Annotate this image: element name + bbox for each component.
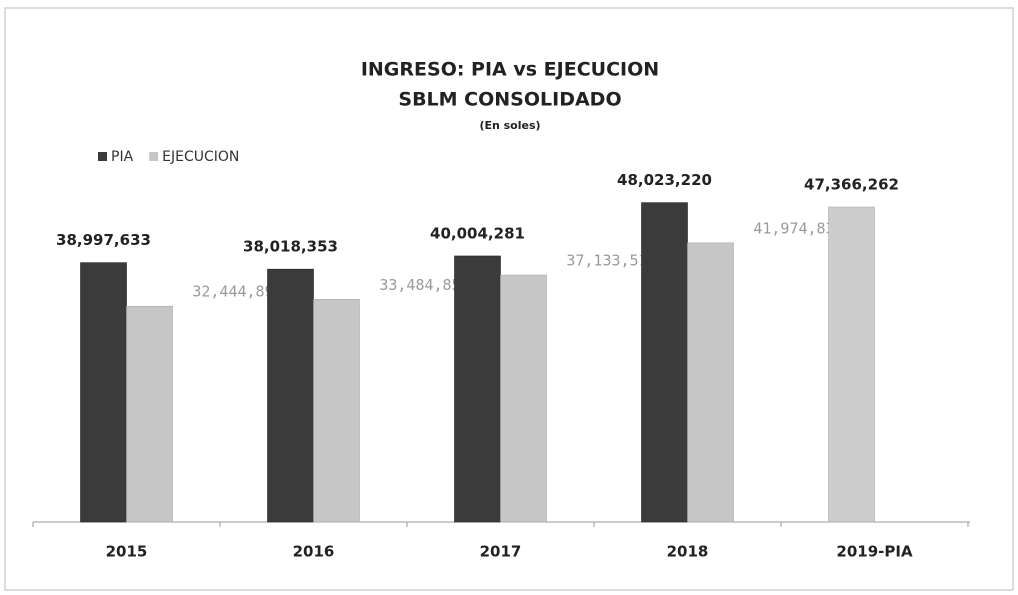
bar xyxy=(126,305,173,523)
data-label: 48,023,220 xyxy=(617,171,712,189)
chart-units: (En soles) xyxy=(479,119,540,132)
legend-swatch xyxy=(149,152,159,161)
data-label: 38,018,353 xyxy=(243,238,338,256)
x-tick-label: 2017 xyxy=(480,543,522,561)
bar xyxy=(313,299,360,523)
data-label: 32,444,890 xyxy=(192,283,282,301)
bar xyxy=(828,206,875,523)
bar xyxy=(454,255,501,523)
bar xyxy=(641,202,688,523)
bar xyxy=(80,262,127,523)
data-label: 40,004,281 xyxy=(430,224,525,242)
chart-subtitle: SBLM CONSOLIDADO xyxy=(398,89,621,111)
legend-label: PIA xyxy=(111,149,134,165)
chart-title: INGRESO: PIA vs EJECUCION xyxy=(361,59,659,81)
data-label: 41,974,835 xyxy=(753,219,843,237)
x-tick-label: 2016 xyxy=(293,543,335,561)
bar xyxy=(500,274,547,523)
legend-label: EJECUCION xyxy=(162,149,239,165)
data-label: 47,366,262 xyxy=(804,176,899,194)
data-label: 33,484,851 xyxy=(379,276,469,294)
x-tick-label: 2015 xyxy=(106,543,148,561)
data-label: 38,997,633 xyxy=(56,231,151,249)
x-tick-label: 2019-PIA xyxy=(836,543,913,561)
x-tick-label: 2018 xyxy=(667,543,709,561)
bar xyxy=(267,268,314,523)
data-label: 37,133,514 xyxy=(566,252,656,270)
bar xyxy=(687,242,734,523)
legend-swatch xyxy=(98,152,107,161)
